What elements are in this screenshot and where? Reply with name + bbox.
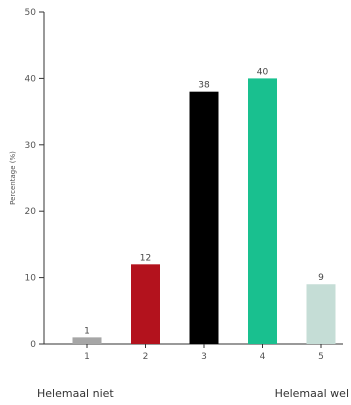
- x-tick-label: 1: [84, 352, 90, 362]
- x-tick-label: 5: [318, 352, 324, 362]
- bar-3: [189, 91, 219, 345]
- y-tick-label: 50: [25, 8, 37, 18]
- y-tick-label: 30: [25, 141, 37, 151]
- bars: 1 12 38 40 9: [72, 67, 336, 345]
- data-label: 1: [84, 326, 90, 336]
- x-tick-label: 4: [260, 352, 266, 362]
- data-label: 38: [198, 81, 210, 91]
- y-axis: 0 10 20 30 40 50: [25, 8, 45, 350]
- y-tick-label: 10: [25, 274, 37, 284]
- y-tick-label: 40: [25, 74, 37, 84]
- data-label: 40: [257, 67, 269, 77]
- bar-5: [306, 284, 336, 344]
- y-tick-label: 0: [30, 340, 36, 350]
- data-label: 9: [318, 273, 324, 283]
- bar-1: [72, 337, 102, 344]
- x-tick-label: 2: [143, 352, 149, 362]
- data-label: 12: [140, 253, 151, 263]
- x-tick-label: 3: [201, 352, 207, 362]
- x-axis: 1 2 3 4 5: [44, 343, 343, 362]
- scale-right-label: Helemaal wel: [275, 387, 349, 400]
- y-tick-label: 20: [25, 207, 37, 217]
- bar-2: [131, 264, 160, 344]
- scale-left-label: Helemaal niet: [37, 387, 114, 400]
- y-axis-title: Percentage (%): [9, 151, 17, 205]
- bar-4: [248, 78, 277, 345]
